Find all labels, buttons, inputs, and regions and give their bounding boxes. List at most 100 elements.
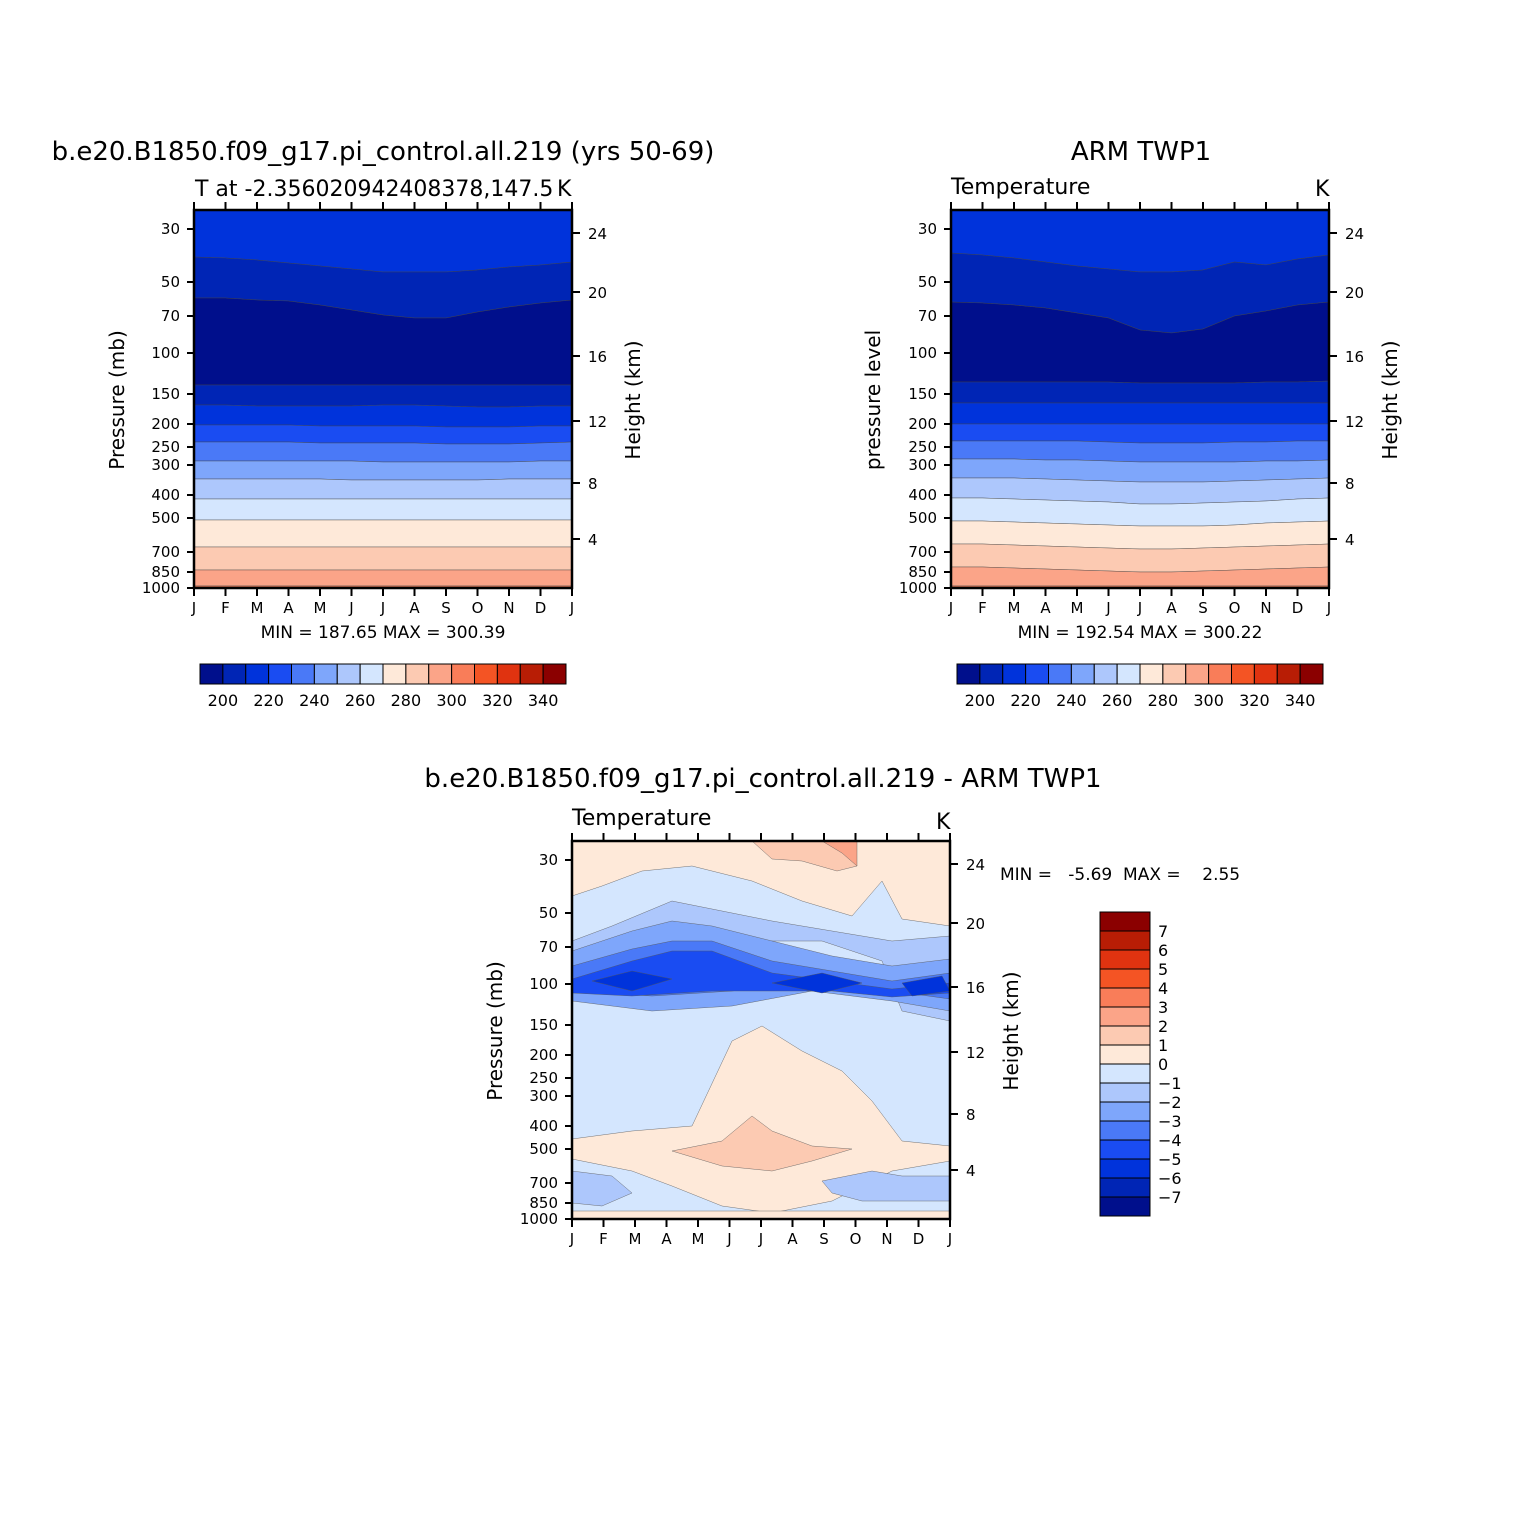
colorbar-swatch bbox=[1070, 663, 1095, 685]
colorbar-label: 280 bbox=[391, 691, 422, 710]
y-tick-label: 200 bbox=[529, 1046, 558, 1064]
contour-band bbox=[821, 841, 858, 867]
y-right-tick-label: 16 bbox=[966, 979, 985, 997]
x-tick-label: S bbox=[441, 599, 451, 617]
colorbar-swatch bbox=[1099, 1082, 1151, 1103]
contour-band bbox=[193, 546, 573, 571]
contour-band bbox=[572, 950, 950, 998]
x-tick-label: F bbox=[599, 1230, 608, 1248]
colorbar-swatch bbox=[382, 663, 407, 685]
panel-obs-subtitle: Temperature bbox=[950, 175, 1090, 200]
contour-band bbox=[193, 519, 573, 548]
y-tick-label: 200 bbox=[908, 415, 937, 433]
colorbar-swatch bbox=[1099, 1025, 1151, 1046]
y-tick-label: 850 bbox=[151, 563, 180, 581]
colorbar-swatch bbox=[1276, 663, 1301, 685]
panel-model-title: b.e20.B1850.f09_g17.pi_control.all.219 (… bbox=[52, 137, 715, 167]
x-tick-label: F bbox=[978, 599, 987, 617]
colorbar-swatch bbox=[405, 663, 430, 685]
contour-band bbox=[591, 970, 673, 992]
contour-band bbox=[771, 972, 863, 994]
y-tick-label: 250 bbox=[908, 438, 937, 456]
y-right-tick-label: 4 bbox=[1345, 531, 1355, 549]
colorbar-swatch bbox=[542, 663, 567, 685]
y-tick-label: 400 bbox=[908, 486, 937, 504]
panel-obs-minmax: MIN = 192.54 MAX = 300.22 bbox=[1018, 623, 1263, 643]
colorbar-swatch bbox=[1099, 1101, 1151, 1122]
y-tick-label: 150 bbox=[151, 385, 180, 403]
contour-band bbox=[821, 1170, 950, 1202]
colorbar-swatch bbox=[291, 663, 315, 685]
x-tick-label: S bbox=[1198, 599, 1208, 617]
panel-diff-subtitle: Temperature bbox=[571, 806, 711, 831]
colorbar-label: 340 bbox=[1285, 691, 1316, 710]
colorbar-label: 2 bbox=[1158, 1017, 1168, 1036]
colorbar-swatch bbox=[1099, 911, 1151, 932]
y-right-tick-label: 8 bbox=[588, 475, 598, 493]
panel-diff-title: b.e20.B1850.f09_g17.pi_control.all.219 -… bbox=[424, 764, 1101, 794]
colorbar-label: 300 bbox=[436, 691, 467, 710]
contour-band bbox=[193, 498, 573, 521]
x-tick-label: D bbox=[1292, 599, 1304, 617]
colorbar-label: 6 bbox=[1158, 941, 1168, 960]
x-tick-label: J bbox=[1326, 599, 1331, 617]
y-tick-label: 50 bbox=[918, 273, 937, 291]
x-tick-label: M bbox=[629, 1230, 642, 1248]
colorbar-label: 220 bbox=[1010, 691, 1041, 710]
panel-obs-ylabel-right: Height (km) bbox=[1378, 340, 1402, 459]
y-tick-label: 400 bbox=[151, 486, 180, 504]
x-tick-label: D bbox=[535, 599, 547, 617]
colorbar-label: 4 bbox=[1158, 979, 1168, 998]
colorbar-swatch bbox=[1139, 663, 1164, 685]
y-right-tick-label: 8 bbox=[966, 1106, 976, 1124]
colorbar-swatch bbox=[1208, 663, 1232, 685]
panel-model-field bbox=[193, 209, 573, 589]
colorbar-swatch bbox=[1099, 1044, 1151, 1065]
colorbar-label: 260 bbox=[345, 691, 376, 710]
x-tick-label: J bbox=[947, 1230, 952, 1248]
x-tick-label: A bbox=[283, 599, 294, 617]
y-tick-label: 700 bbox=[908, 543, 937, 561]
y-right-tick-label: 24 bbox=[966, 856, 985, 874]
colorbar-swatch bbox=[1099, 930, 1151, 951]
panel-obs-colorbar: 200 220 240 260 280 300 320 340 bbox=[956, 663, 1324, 710]
colorbar-label: 320 bbox=[482, 691, 513, 710]
y-right-tick-label: 8 bbox=[1345, 475, 1355, 493]
colorbar-swatch bbox=[245, 663, 270, 685]
colorbar-swatch bbox=[1099, 949, 1151, 970]
panel-diff-ylabel: Pressure (mb) bbox=[483, 961, 507, 1101]
y-tick-label: 500 bbox=[908, 509, 937, 527]
x-tick-label: A bbox=[409, 599, 420, 617]
y-tick-label: 150 bbox=[908, 385, 937, 403]
colorbar-swatch bbox=[474, 663, 498, 685]
y-tick-label: 50 bbox=[161, 273, 180, 291]
x-tick-label: J bbox=[948, 599, 953, 617]
y-tick-label: 250 bbox=[529, 1069, 558, 1087]
y-tick-label: 700 bbox=[529, 1174, 558, 1192]
x-tick-label: S bbox=[819, 1230, 829, 1248]
y-tick-label: 850 bbox=[529, 1194, 558, 1212]
y-tick-label: 500 bbox=[529, 1140, 558, 1158]
contour-band bbox=[572, 1170, 633, 1207]
colorbar-label: 260 bbox=[1102, 691, 1133, 710]
y-tick-label: 300 bbox=[151, 456, 180, 474]
x-tick-label: J bbox=[569, 1230, 574, 1248]
x-tick-label: A bbox=[1166, 599, 1177, 617]
panel-model: b.e20.B1850.f09_g17.pi_control.all.219 (… bbox=[52, 137, 715, 710]
y-right-tick-label: 24 bbox=[1345, 225, 1364, 243]
y-tick-label: 70 bbox=[539, 938, 558, 956]
contour-band bbox=[193, 569, 573, 587]
x-tick-label: N bbox=[881, 1230, 892, 1248]
y-right-tick-label: 12 bbox=[966, 1044, 985, 1062]
panel-obs-field bbox=[950, 209, 1330, 589]
x-tick-label: J bbox=[1137, 599, 1142, 617]
panel-diff-minmax: MIN = -5.69 MAX = 2.55 bbox=[1000, 865, 1240, 885]
colorbar-label: 1 bbox=[1158, 1036, 1168, 1055]
colorbar-label: 3 bbox=[1158, 998, 1168, 1017]
colorbar-swatch bbox=[1025, 663, 1049, 685]
colorbar-swatch bbox=[1099, 1006, 1151, 1027]
contour-band bbox=[901, 975, 950, 997]
